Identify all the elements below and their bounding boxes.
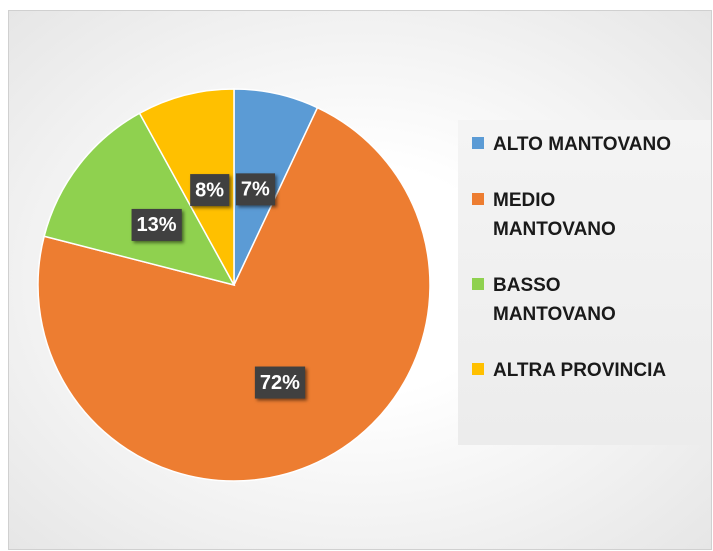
legend-label: ALTRA PROVINCIA	[493, 360, 667, 381]
data-label: 8%	[190, 174, 230, 207]
label-box	[235, 173, 276, 206]
legend-swatch	[472, 193, 484, 205]
label-box	[131, 208, 182, 241]
data-label: 7%	[235, 173, 276, 206]
legend-swatch	[472, 137, 484, 149]
label-box	[190, 174, 230, 207]
legend: ALTO MANTOVANO MEDIO MANTOVANO BASSO MANTO…	[458, 120, 711, 445]
data-label-text: 7%	[241, 179, 270, 201]
label-box	[254, 366, 306, 399]
pie-slice	[37, 106, 431, 482]
pie-slice	[138, 88, 235, 286]
legend-label: BASSO MANTOVANO	[493, 275, 616, 325]
data-label-text: 8%	[195, 179, 224, 201]
data-label-text: 13%	[137, 214, 177, 236]
pie-slice	[43, 112, 236, 287]
data-label: 72%	[254, 366, 306, 399]
data-label-text: 72%	[260, 372, 300, 394]
legend-label: ALTO MANTOVANO	[493, 134, 672, 155]
legend-swatch	[472, 278, 484, 290]
data-label: 13%	[131, 208, 182, 241]
legend-swatch	[472, 363, 484, 375]
legend-label: MEDIO MANTOVANO	[493, 190, 616, 240]
